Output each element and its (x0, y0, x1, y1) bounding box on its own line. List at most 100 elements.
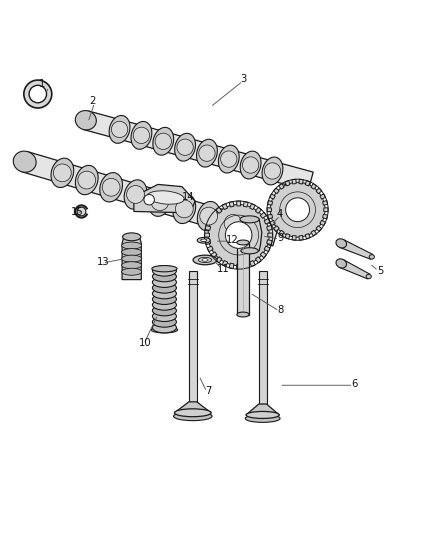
Ellipse shape (123, 233, 141, 241)
Polygon shape (270, 194, 275, 199)
Polygon shape (285, 233, 290, 239)
Ellipse shape (336, 239, 346, 248)
Ellipse shape (202, 259, 208, 261)
Ellipse shape (219, 145, 239, 173)
Polygon shape (211, 212, 217, 219)
Polygon shape (207, 246, 213, 252)
Polygon shape (229, 263, 234, 269)
Ellipse shape (152, 311, 177, 321)
Text: 10: 10 (138, 338, 151, 348)
Text: 2: 2 (89, 96, 95, 107)
Ellipse shape (152, 305, 177, 316)
Polygon shape (322, 214, 328, 219)
Polygon shape (264, 219, 270, 224)
Text: 6: 6 (351, 379, 357, 390)
Polygon shape (189, 271, 197, 402)
Ellipse shape (153, 127, 173, 155)
Polygon shape (267, 240, 272, 245)
Polygon shape (267, 225, 272, 230)
Ellipse shape (198, 201, 220, 231)
Ellipse shape (200, 207, 218, 225)
Polygon shape (259, 271, 267, 404)
Ellipse shape (197, 139, 217, 167)
Polygon shape (122, 237, 141, 280)
Ellipse shape (201, 239, 207, 241)
Ellipse shape (224, 214, 242, 232)
Ellipse shape (75, 165, 98, 195)
Polygon shape (320, 194, 325, 199)
Polygon shape (324, 208, 328, 212)
Ellipse shape (51, 158, 74, 188)
Polygon shape (267, 208, 272, 212)
Polygon shape (237, 220, 262, 251)
Polygon shape (292, 236, 296, 240)
Ellipse shape (177, 139, 193, 156)
Ellipse shape (264, 163, 281, 179)
Polygon shape (273, 188, 279, 193)
Circle shape (29, 85, 46, 103)
Polygon shape (339, 239, 373, 259)
Ellipse shape (133, 127, 149, 143)
Polygon shape (273, 226, 279, 231)
Polygon shape (246, 404, 279, 415)
Ellipse shape (131, 122, 152, 149)
Ellipse shape (122, 242, 142, 249)
Ellipse shape (366, 274, 371, 279)
Circle shape (208, 205, 269, 265)
Text: 8: 8 (277, 305, 283, 315)
Ellipse shape (100, 173, 123, 202)
Polygon shape (237, 243, 249, 314)
Polygon shape (311, 183, 317, 189)
Polygon shape (320, 220, 325, 225)
Circle shape (24, 80, 52, 108)
Polygon shape (237, 264, 241, 269)
Polygon shape (264, 246, 270, 252)
Ellipse shape (147, 191, 184, 204)
Ellipse shape (237, 312, 249, 317)
Ellipse shape (245, 415, 280, 422)
Circle shape (144, 195, 154, 205)
Ellipse shape (237, 240, 249, 245)
Text: 15: 15 (71, 207, 84, 217)
Polygon shape (222, 261, 228, 266)
Ellipse shape (122, 262, 142, 269)
Ellipse shape (152, 277, 177, 287)
Ellipse shape (222, 208, 244, 238)
Polygon shape (134, 184, 195, 213)
Ellipse shape (53, 164, 71, 182)
Polygon shape (207, 219, 213, 224)
Circle shape (270, 182, 325, 237)
Polygon shape (299, 236, 303, 240)
Polygon shape (260, 212, 267, 219)
Ellipse shape (127, 185, 145, 204)
Ellipse shape (122, 248, 142, 256)
Ellipse shape (75, 110, 96, 130)
Ellipse shape (152, 265, 177, 276)
Ellipse shape (262, 157, 283, 185)
Polygon shape (255, 257, 261, 263)
Text: 7: 7 (205, 386, 211, 396)
Ellipse shape (102, 179, 120, 196)
Text: 13: 13 (97, 257, 110, 267)
Ellipse shape (241, 248, 258, 254)
Polygon shape (311, 230, 317, 236)
Polygon shape (339, 260, 370, 279)
Polygon shape (222, 204, 228, 209)
Polygon shape (316, 226, 322, 231)
Polygon shape (279, 183, 284, 189)
Polygon shape (316, 188, 322, 193)
Polygon shape (211, 252, 217, 258)
Polygon shape (268, 233, 272, 237)
Ellipse shape (246, 411, 279, 418)
Ellipse shape (175, 200, 193, 218)
Ellipse shape (152, 317, 177, 327)
Polygon shape (255, 207, 261, 213)
Polygon shape (237, 201, 241, 206)
Polygon shape (299, 179, 303, 184)
Polygon shape (216, 207, 222, 213)
Ellipse shape (240, 151, 261, 179)
Polygon shape (250, 204, 255, 209)
Ellipse shape (152, 322, 177, 333)
Polygon shape (83, 111, 313, 191)
Polygon shape (305, 181, 310, 186)
